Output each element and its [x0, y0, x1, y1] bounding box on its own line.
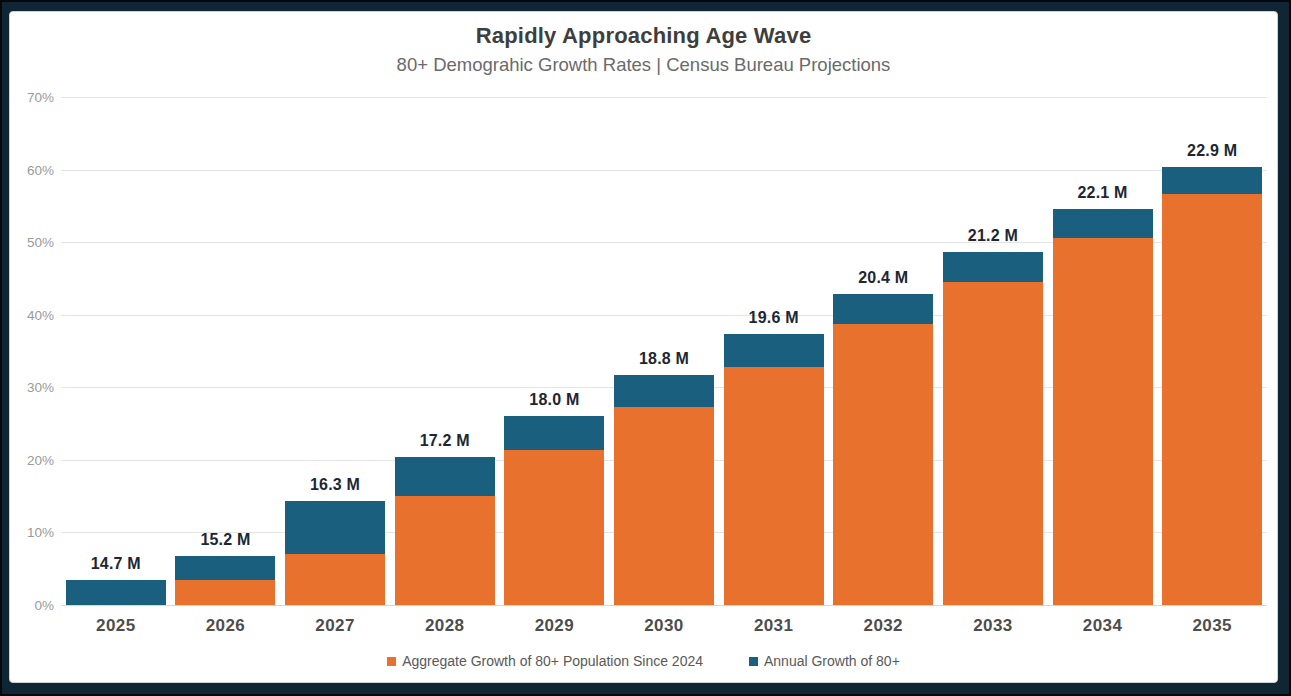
- x-axis-label-2028: 2028: [390, 616, 500, 636]
- bar-value-label-2035: 22.9 M: [1147, 142, 1277, 160]
- x-axis: 2025202620272028202920302031203220332034…: [61, 616, 1267, 640]
- bar-segment-aggregate-2026: [175, 580, 275, 605]
- x-axis-label-2034: 2034: [1048, 616, 1158, 636]
- bar-segment-aggregate-2028: [395, 496, 495, 605]
- bar-value-label-2030: 18.8 M: [599, 350, 729, 368]
- x-axis-label-2025: 2025: [61, 616, 171, 636]
- chart-subtitle: 80+ Demograhic Growth Rates | Census Bur…: [10, 53, 1277, 76]
- chart-card: Rapidly Approaching Age Wave 80+ Demogra…: [9, 11, 1278, 683]
- bar-segment-annual-2031: [724, 334, 824, 367]
- bar-value-label-2028: 17.2 M: [380, 432, 510, 450]
- y-tick-label: 10%: [27, 525, 54, 540]
- bar-segment-annual-2026: [175, 556, 275, 580]
- bar-value-label-2025: 14.7 M: [51, 555, 181, 573]
- plot-area: 14.7 M15.2 M16.3 M17.2 M18.0 M18.8 M19.6…: [61, 97, 1267, 605]
- bar-column-2034: [1053, 209, 1153, 605]
- bar-value-label-2026: 15.2 M: [160, 531, 290, 549]
- bar-column-2031: [724, 334, 824, 605]
- bar-column-2029: [504, 416, 604, 605]
- bar-column-2035: [1162, 167, 1262, 605]
- bar-segment-annual-2028: [395, 457, 495, 496]
- bar-value-label-2033: 21.2 M: [928, 227, 1058, 245]
- x-axis-label-2029: 2029: [500, 616, 610, 636]
- legend-swatch-icon: [749, 657, 758, 666]
- legend-swatch-icon: [387, 657, 396, 666]
- legend-item-label: Aggregate Growth of 80+ Population Since…: [402, 653, 703, 669]
- y-tick-label: 40%: [27, 307, 54, 322]
- bar-value-label-2034: 22.1 M: [1038, 184, 1168, 202]
- bar-value-label-2029: 18.0 M: [489, 391, 619, 409]
- y-tick-label: 0%: [34, 598, 54, 613]
- x-axis-label-2035: 2035: [1157, 616, 1267, 636]
- chart-header: Rapidly Approaching Age Wave 80+ Demogra…: [10, 22, 1277, 76]
- bar-column-2033: [943, 252, 1043, 605]
- bar-segment-annual-2034: [1053, 209, 1153, 238]
- bar-segment-aggregate-2034: [1053, 238, 1153, 605]
- gridline-70%: [61, 97, 1267, 98]
- bar-column-2025: [66, 580, 166, 605]
- bar-value-label-2032: 20.4 M: [818, 269, 948, 287]
- x-axis-label-2033: 2033: [938, 616, 1048, 636]
- gridline-60%: [61, 170, 1267, 171]
- legend-item: Aggregate Growth of 80+ Population Since…: [387, 653, 703, 669]
- bar-segment-annual-2035: [1162, 167, 1262, 194]
- bar-column-2032: [833, 294, 933, 605]
- y-tick-label: 50%: [27, 235, 54, 250]
- bar-value-label-2031: 19.6 M: [709, 309, 839, 327]
- bar-column-2026: [175, 556, 275, 605]
- x-axis-label-2026: 2026: [171, 616, 281, 636]
- bar-value-label-2027: 16.3 M: [270, 476, 400, 494]
- y-tick-label: 70%: [27, 90, 54, 105]
- bar-segment-annual-2032: [833, 294, 933, 324]
- bar-segment-aggregate-2033: [943, 282, 1043, 605]
- bar-segment-annual-2027: [285, 501, 385, 554]
- bar-segment-aggregate-2027: [285, 554, 385, 605]
- bar-column-2027: [285, 501, 385, 605]
- x-axis-label-2032: 2032: [828, 616, 938, 636]
- legend-item: Annual Growth of 80+: [749, 653, 900, 669]
- gridline-0%: [61, 605, 1267, 606]
- bar-column-2028: [395, 457, 495, 605]
- x-axis-label-2027: 2027: [280, 616, 390, 636]
- bar-segment-aggregate-2030: [614, 407, 714, 605]
- bar-segment-annual-2025: [66, 580, 166, 605]
- bar-segment-aggregate-2032: [833, 324, 933, 605]
- bar-segment-annual-2033: [943, 252, 1043, 282]
- slide-background: Rapidly Approaching Age Wave 80+ Demogra…: [0, 0, 1291, 696]
- chart-title: Rapidly Approaching Age Wave: [10, 22, 1277, 50]
- legend: Aggregate Growth of 80+ Population Since…: [10, 653, 1277, 669]
- y-axis: 0%10%20%30%40%50%60%70%: [10, 97, 54, 605]
- bar-segment-aggregate-2031: [724, 367, 824, 605]
- legend-item-label: Annual Growth of 80+: [764, 653, 900, 669]
- y-tick-label: 60%: [27, 162, 54, 177]
- bar-segment-annual-2030: [614, 375, 714, 407]
- x-axis-label-2030: 2030: [609, 616, 719, 636]
- bar-column-2030: [614, 375, 714, 605]
- y-tick-label: 30%: [27, 380, 54, 395]
- x-axis-label-2031: 2031: [719, 616, 829, 636]
- bar-segment-aggregate-2029: [504, 450, 604, 605]
- y-tick-label: 20%: [27, 452, 54, 467]
- bar-segment-aggregate-2035: [1162, 194, 1262, 605]
- bar-segment-annual-2029: [504, 416, 604, 451]
